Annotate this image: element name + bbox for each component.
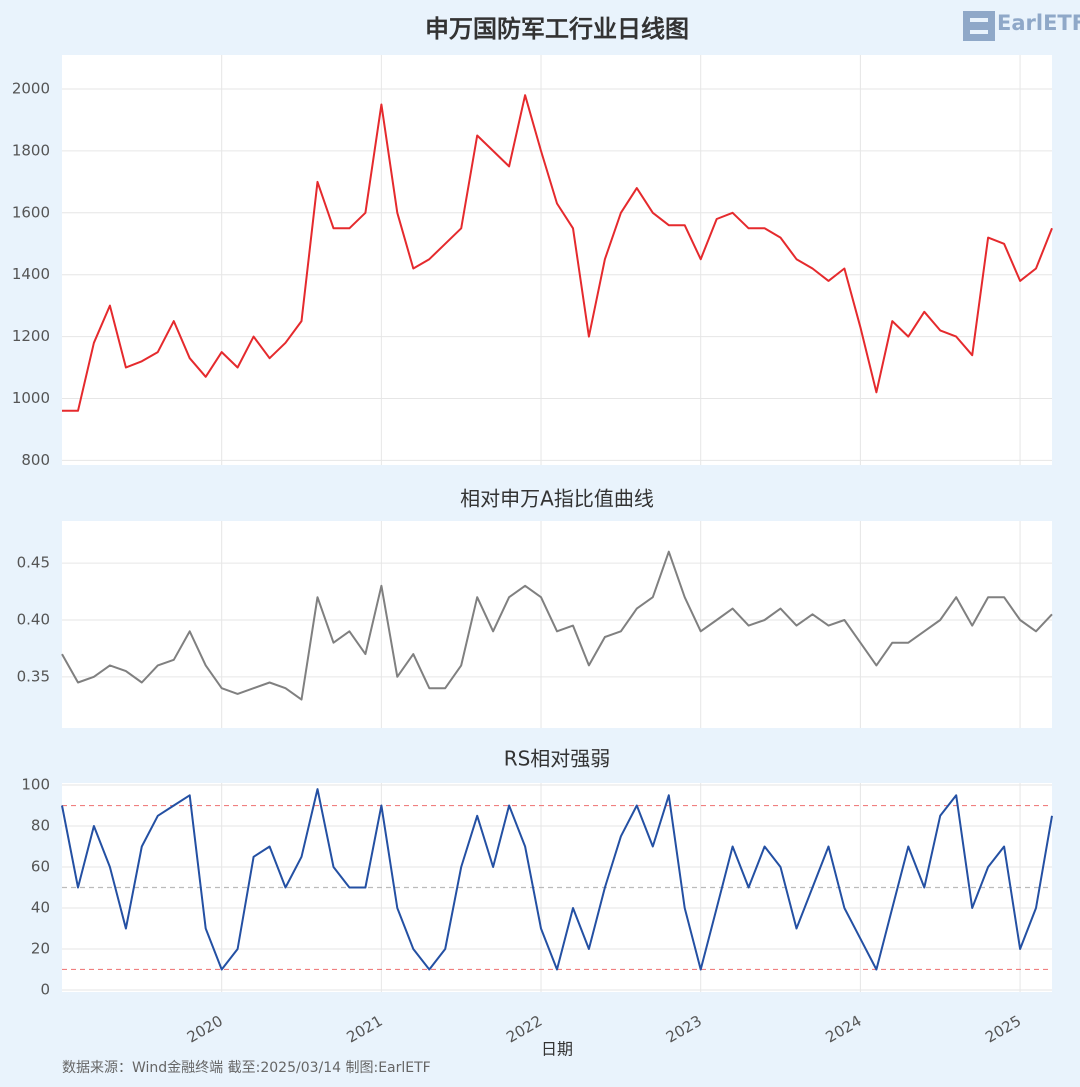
- y-tick-label: 0: [40, 980, 50, 998]
- y-tick-label: 0.45: [17, 554, 50, 572]
- logo-icon-bar: [970, 30, 988, 34]
- y-tick-label: 100: [21, 776, 50, 794]
- data-line: [61, 788, 1053, 971]
- chart-title: RS相对强弱: [504, 747, 611, 771]
- source-note: 数据来源：Wind金融终端 截至:2025/03/14 制图:EarlETF: [62, 1060, 431, 1076]
- chart-title: 相对申万A指比值曲线: [460, 487, 654, 511]
- x-axis-label: 日期: [541, 1040, 573, 1059]
- y-tick-label: 1600: [12, 203, 50, 221]
- y-tick-label: 80: [31, 817, 50, 835]
- y-tick-label: 1400: [12, 265, 50, 283]
- x-tick-label: 2024: [823, 1012, 865, 1047]
- y-tick-label: 1000: [12, 389, 50, 407]
- x-tick-label: 2021: [344, 1012, 386, 1047]
- x-tick-label: 2020: [184, 1012, 226, 1047]
- y-tick-label: 20: [31, 939, 50, 957]
- logo: EarlETF: [963, 11, 1080, 41]
- x-tick-label: 2022: [503, 1012, 545, 1047]
- y-tick-label: 0.40: [17, 610, 50, 628]
- y-tick-label: 800: [21, 451, 50, 469]
- y-tick-label: 40: [31, 898, 50, 916]
- y-tick-label: 1800: [12, 141, 50, 159]
- x-tick-label: 2023: [663, 1012, 705, 1047]
- chart-title: 申万国防军工行业日线图: [425, 15, 689, 43]
- logo-icon-bar: [970, 18, 988, 22]
- data-line: [62, 94, 1053, 412]
- y-tick-label: 2000: [12, 80, 50, 98]
- plot-area: [62, 521, 1052, 728]
- data-line: [61, 550, 1053, 701]
- logo-text: EarlETF: [997, 11, 1080, 35]
- y-tick-label: 60: [31, 858, 50, 876]
- logo-icon: [963, 11, 995, 41]
- y-tick-label: 1200: [12, 327, 50, 345]
- x-tick-label: 2025: [982, 1012, 1024, 1047]
- plot-area: [62, 55, 1052, 465]
- y-tick-label: 0.35: [17, 667, 50, 685]
